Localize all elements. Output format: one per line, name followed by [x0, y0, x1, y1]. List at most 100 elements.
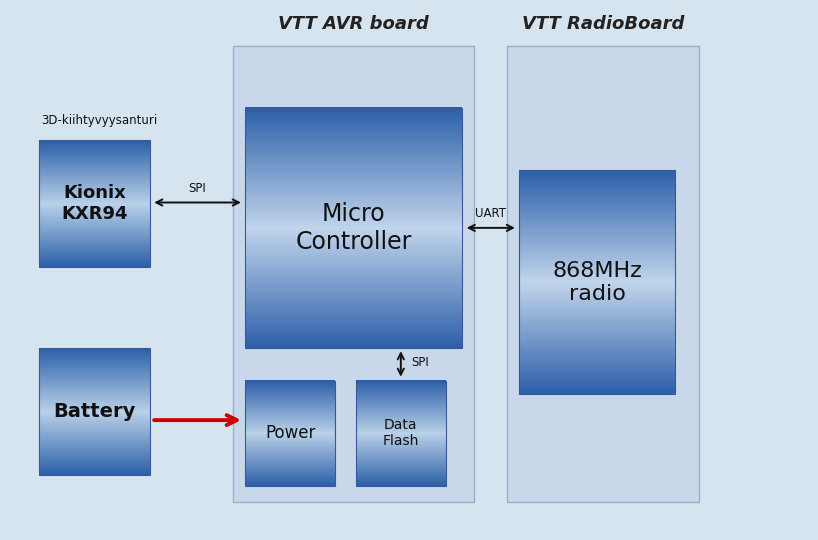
Bar	[245, 199, 462, 200]
Bar	[39, 381, 150, 382]
Bar	[245, 384, 335, 386]
Bar	[519, 287, 675, 288]
Bar	[39, 429, 150, 430]
Bar	[245, 453, 335, 454]
Bar	[245, 296, 462, 297]
Bar	[39, 154, 150, 155]
Bar	[245, 244, 462, 245]
Bar	[245, 276, 462, 278]
Text: Kionix
KXR94: Kionix KXR94	[61, 185, 128, 223]
Bar	[245, 213, 462, 214]
Bar	[245, 324, 462, 325]
Bar	[245, 325, 462, 327]
Bar	[519, 180, 675, 181]
Bar	[245, 252, 462, 254]
Bar	[519, 314, 675, 316]
Bar	[356, 392, 446, 393]
Bar	[245, 201, 462, 202]
Bar	[39, 400, 150, 401]
Bar	[39, 253, 150, 254]
Bar	[245, 260, 462, 261]
Bar	[39, 256, 150, 258]
Bar	[39, 172, 150, 173]
Bar	[245, 318, 462, 319]
Bar	[356, 394, 446, 395]
Bar	[39, 387, 150, 388]
Bar	[356, 421, 446, 422]
Bar	[39, 193, 150, 194]
Bar	[245, 139, 462, 141]
Bar	[245, 241, 462, 242]
Bar	[245, 342, 462, 343]
Bar	[519, 208, 675, 209]
Bar	[245, 401, 335, 402]
Bar	[39, 364, 150, 365]
Bar	[39, 392, 150, 393]
Bar	[39, 355, 150, 356]
Bar	[356, 411, 446, 413]
Bar	[519, 357, 675, 359]
Bar	[39, 185, 150, 186]
Bar	[245, 268, 462, 269]
Bar	[39, 183, 150, 184]
Bar	[519, 389, 675, 390]
Bar	[519, 280, 675, 281]
Bar	[245, 445, 335, 446]
Bar	[356, 453, 446, 454]
Bar	[519, 185, 675, 186]
Bar	[39, 209, 150, 210]
Bar	[519, 332, 675, 333]
Bar	[245, 228, 462, 230]
Bar	[39, 441, 150, 442]
Bar	[519, 261, 675, 263]
Bar	[356, 431, 446, 433]
Bar	[519, 295, 675, 296]
Bar	[245, 152, 462, 154]
Bar	[519, 181, 675, 182]
Bar	[245, 459, 335, 460]
Bar	[39, 455, 150, 456]
Bar	[245, 246, 462, 247]
Bar	[519, 315, 675, 316]
Bar	[245, 287, 462, 288]
Bar	[39, 425, 150, 426]
Bar	[519, 329, 675, 330]
Bar	[245, 130, 462, 131]
Bar	[245, 189, 462, 191]
Bar	[519, 262, 675, 264]
Bar	[39, 214, 150, 215]
Bar	[39, 430, 150, 431]
Bar	[39, 439, 150, 440]
Bar	[39, 387, 150, 388]
Bar	[245, 314, 462, 315]
Bar	[245, 467, 335, 468]
Bar	[245, 467, 335, 468]
Bar	[39, 440, 150, 441]
Bar	[245, 458, 335, 459]
Bar	[519, 265, 675, 266]
Bar	[245, 175, 462, 176]
Text: VTT RadioBoard: VTT RadioBoard	[522, 15, 684, 33]
Bar	[245, 214, 462, 215]
Bar	[245, 451, 335, 452]
Bar	[356, 387, 446, 388]
Bar	[245, 192, 462, 193]
Bar	[245, 139, 462, 140]
Bar	[39, 231, 150, 232]
Bar	[39, 226, 150, 227]
Bar	[356, 445, 446, 446]
Bar	[245, 156, 462, 157]
Bar	[519, 292, 675, 293]
Bar	[245, 311, 462, 312]
Bar	[245, 414, 335, 415]
Bar	[39, 239, 150, 240]
Bar	[245, 260, 462, 262]
Bar	[39, 158, 150, 159]
Bar	[356, 407, 446, 408]
Bar	[245, 400, 335, 401]
Bar	[39, 246, 150, 247]
Bar	[356, 400, 446, 401]
Bar	[39, 456, 150, 457]
Bar	[245, 205, 462, 206]
Bar	[245, 218, 462, 219]
